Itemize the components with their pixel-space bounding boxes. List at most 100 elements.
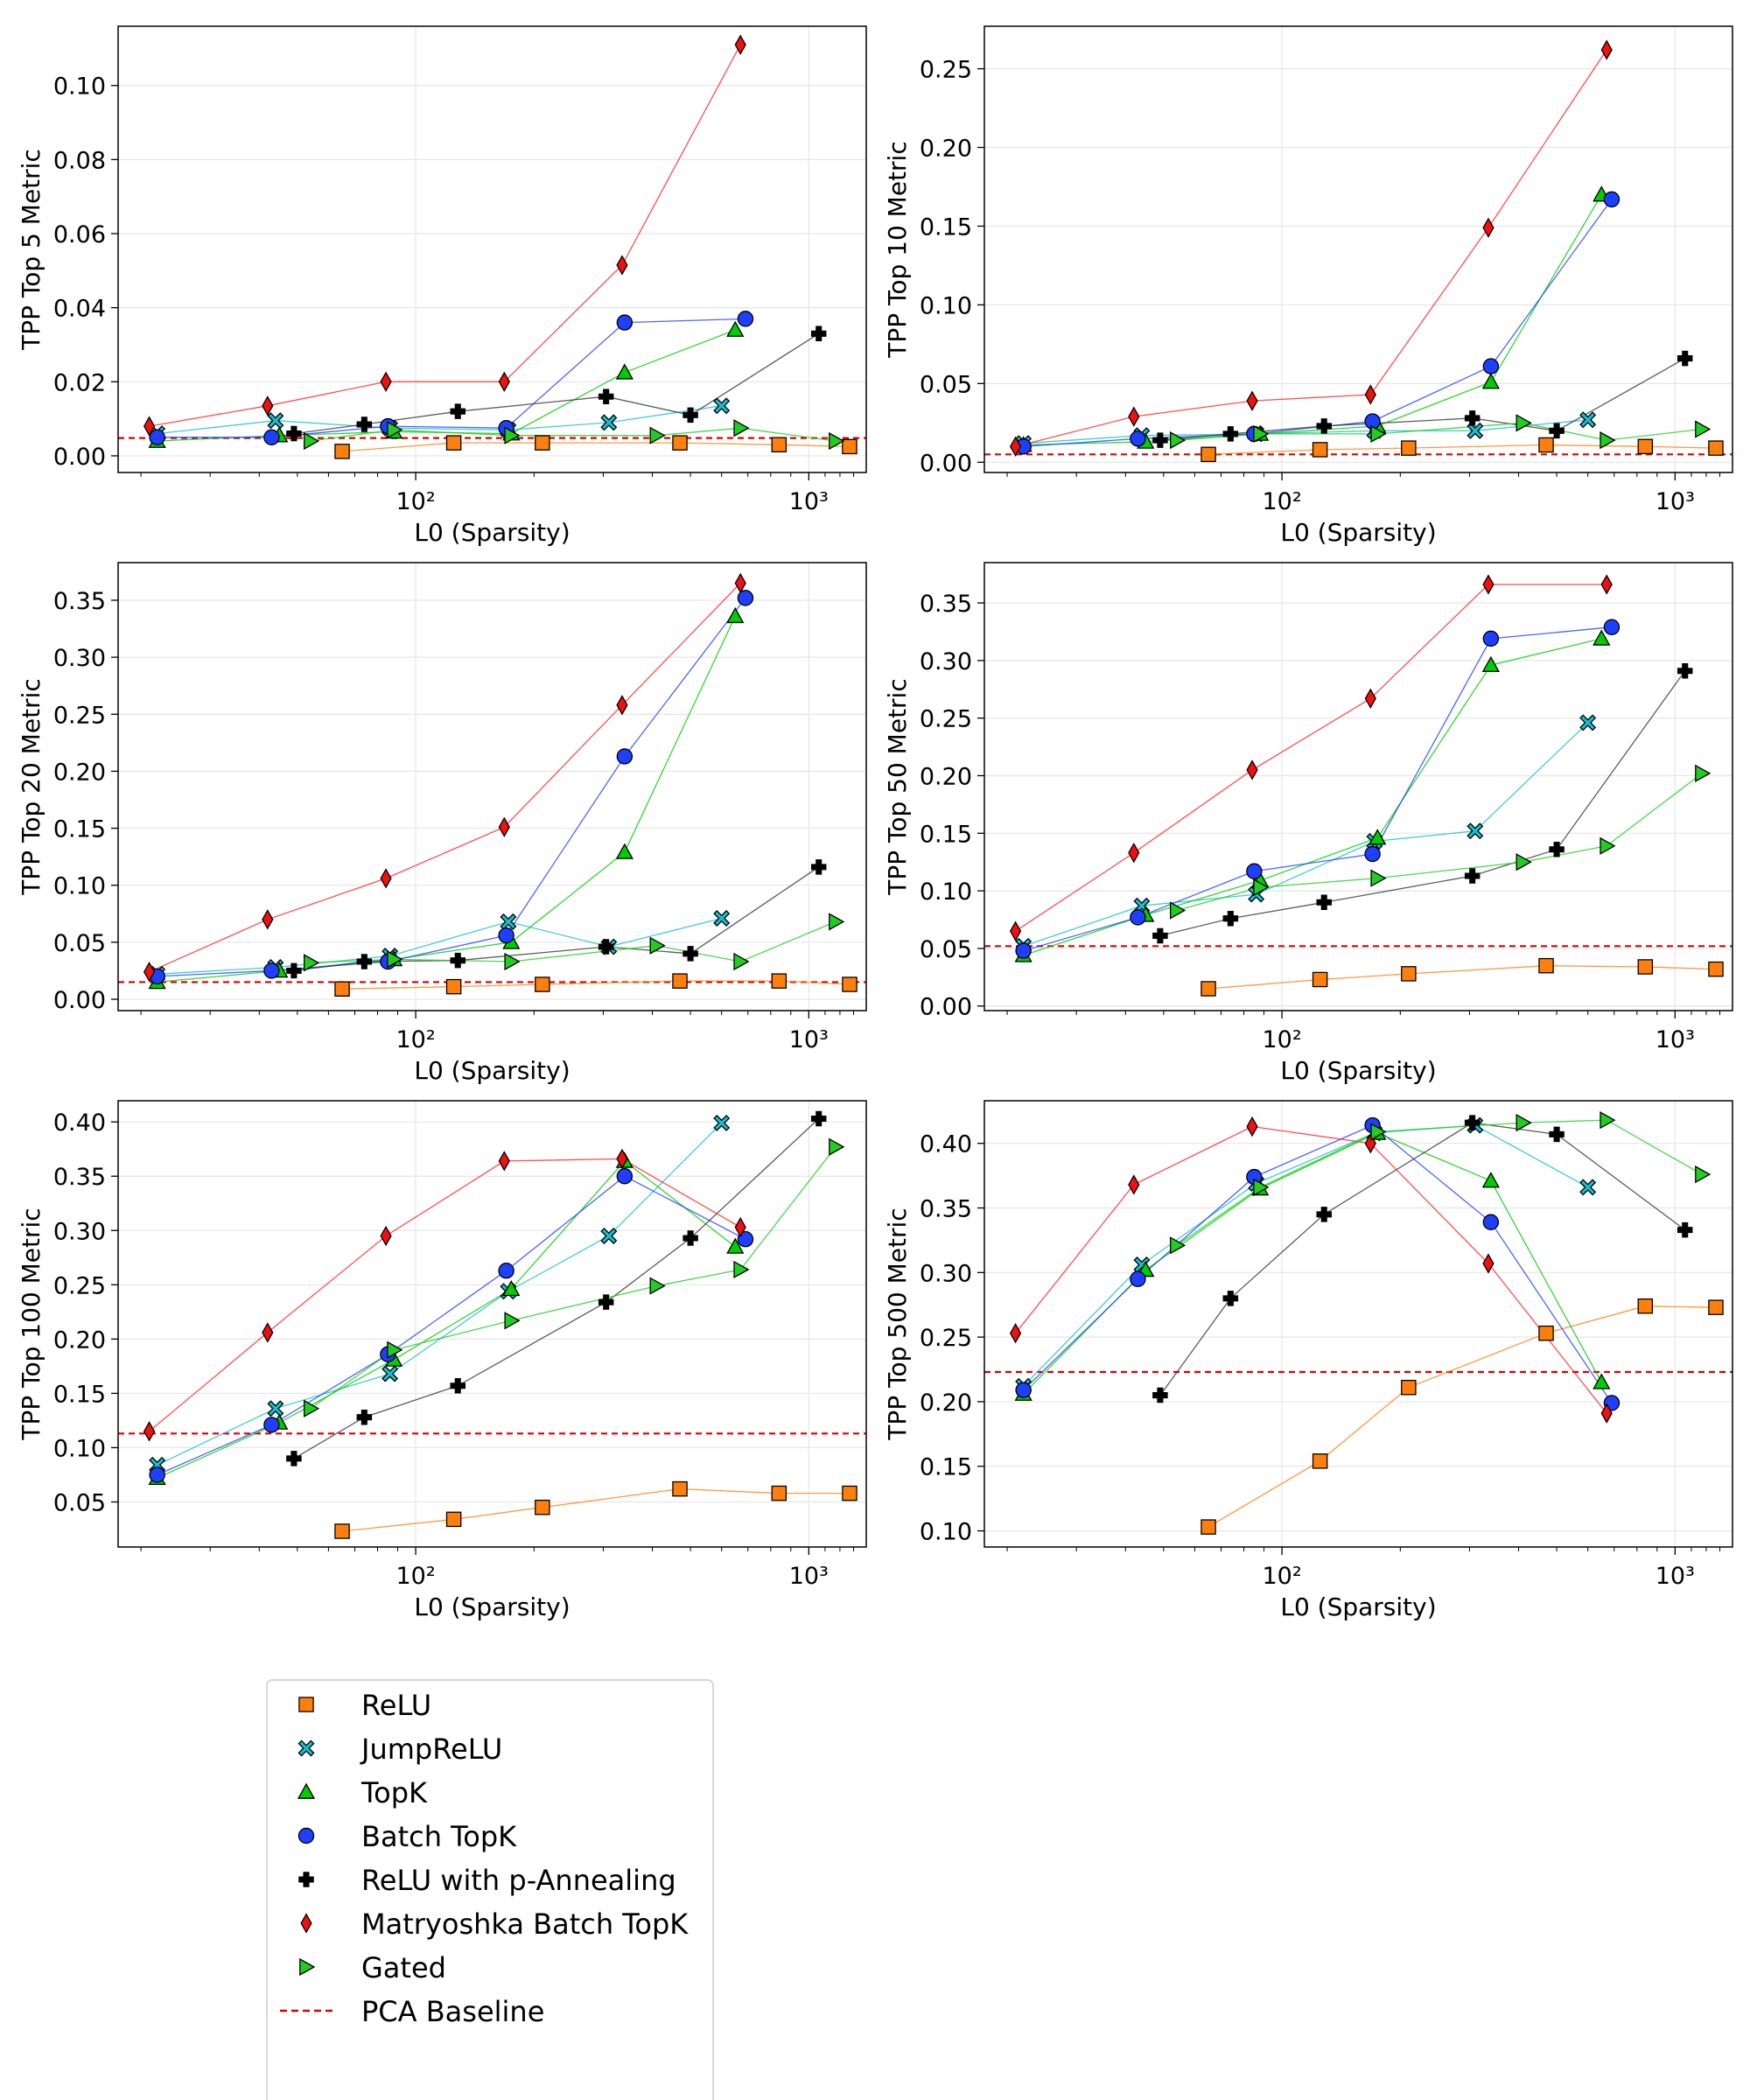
data-point-pann	[1464, 1115, 1480, 1130]
series-line-matry	[1015, 584, 1607, 932]
legend-symbol-relu	[298, 1697, 314, 1712]
y-tick-label: 0.05	[53, 930, 106, 957]
data-point-relu	[1312, 971, 1328, 988]
series-line-pann	[293, 332, 820, 435]
x-tick-label: 10³	[1656, 488, 1695, 515]
data-point-gated	[304, 431, 320, 451]
data-point-pann	[682, 407, 698, 424]
data-point-matry	[143, 1421, 156, 1442]
x-tick-label: 10²	[396, 1026, 435, 1054]
series-markers-relu	[334, 973, 858, 997]
legend-entry-gated: Gated	[299, 1951, 446, 1984]
x-axis-label: L0 (Sparsity)	[414, 1592, 570, 1621]
data-point-matry	[143, 962, 156, 983]
data-point-matry	[1128, 843, 1140, 864]
series-line-relu	[1208, 444, 1717, 455]
data-point-gated	[733, 419, 750, 438]
data-point-relu	[771, 1485, 788, 1502]
data-point-relu	[445, 435, 462, 451]
y-axis-label: TPP Top 50 Metric	[883, 678, 912, 896]
data-point-matry	[1600, 39, 1613, 60]
data-point-matry	[1482, 217, 1494, 238]
chart-panel-top100: 0.05 0.10 0.15 0.20 0.25 0.30 0.35 0.40 10² 10³ L0…	[17, 1100, 867, 1621]
data-point-btopk	[616, 748, 634, 765]
legend-entry-relu: ReLU	[298, 1689, 431, 1722]
data-point-matry	[616, 1148, 628, 1170]
series-markers-gated	[304, 913, 845, 972]
series-line-pann	[1159, 1122, 1686, 1396]
series-line-btopk	[1023, 1124, 1613, 1404]
legend-marker-topk	[297, 1782, 316, 1799]
chart-panel-top20: 0.00 0.05 0.10 0.15 0.20 0.25 0.30 0.35 10² 10³ L0…	[17, 562, 867, 1085]
y-tick-label: 0.40	[920, 1131, 972, 1158]
data-point-gated	[1253, 878, 1270, 897]
data-point-relu	[842, 1485, 858, 1502]
legend-label: Gated	[361, 1951, 446, 1984]
y-tick-label: 0.15	[920, 821, 972, 848]
data-point-relu	[842, 438, 858, 455]
series-markers-gated	[304, 1138, 845, 1418]
x-axis-label: L0 (Sparsity)	[414, 1056, 570, 1085]
y-tick-label: 0.10	[53, 74, 106, 101]
x-tick-label: 10²	[1262, 1563, 1301, 1590]
data-point-btopk	[1482, 358, 1500, 374]
x-tick-label: 10²	[1262, 488, 1301, 515]
series-line-gated	[310, 1146, 836, 1410]
data-point-gated	[1370, 424, 1387, 444]
y-tick-label: 0.06	[53, 221, 106, 248]
data-point-jump	[1579, 1179, 1597, 1196]
data-point-btopk	[263, 429, 280, 445]
data-point-gated	[1695, 764, 1712, 782]
data-point-btopk	[149, 429, 165, 445]
data-point-pann	[1676, 1222, 1693, 1238]
data-point-gated	[829, 913, 845, 931]
series-line-relu	[1208, 1306, 1717, 1528]
x-tick-label: 10²	[1262, 1026, 1301, 1054]
legend-entry-matryoshka: Matryoshka Batch TopK	[300, 1908, 689, 1941]
data-point-topk	[726, 1237, 745, 1254]
series-markers-relu	[1200, 1298, 1724, 1535]
x-tick-label: 10³	[1656, 1563, 1695, 1590]
y-tick-label: 0.05	[53, 1490, 106, 1517]
series-line-matry	[149, 44, 741, 427]
chart-panel-top5: 0.00 0.02 0.04 0.06 0.08 0.10 10² 10³ L0 (Sparsi…	[17, 25, 867, 547]
y-tick-label: 0.10	[920, 1519, 972, 1546]
data-point-relu	[535, 1499, 550, 1516]
y-tick-label: 0.10	[53, 873, 106, 900]
legend-label: Batch TopK	[361, 1820, 517, 1853]
data-point-gated	[1516, 414, 1532, 432]
series-markers-relu	[1200, 437, 1724, 463]
series-markers-relu	[1200, 957, 1724, 997]
data-point-btopk	[263, 962, 280, 979]
data-point-matry	[1600, 574, 1613, 595]
series-markers-matry	[143, 572, 746, 983]
data-point-relu	[1312, 1453, 1328, 1469]
data-point-matry	[498, 371, 510, 392]
data-point-relu	[1637, 438, 1654, 455]
data-point-matry	[143, 416, 156, 437]
y-tick-label: 0.00	[920, 450, 972, 477]
series-line-topk	[1023, 638, 1602, 956]
series-line-pann	[1159, 358, 1686, 441]
legend-symbol-topk	[297, 1782, 316, 1799]
legend-marker-jumprelu	[298, 1740, 315, 1757]
legend-label: JumpReLU	[360, 1732, 502, 1766]
data-point-gated	[1370, 869, 1387, 887]
data-point-relu	[1312, 442, 1328, 458]
data-point-matry	[1128, 1174, 1140, 1195]
axes-frame	[117, 562, 867, 1012]
data-point-relu	[1200, 446, 1216, 463]
legend-marker-matryoshka	[300, 1913, 312, 1934]
axes-frame	[117, 25, 867, 473]
series-line-btopk	[1023, 626, 1612, 952]
data-point-relu	[1401, 440, 1417, 456]
y-tick-label: 0.10	[920, 878, 972, 906]
data-point-matry	[1364, 384, 1376, 405]
data-point-matry	[616, 255, 628, 276]
data-point-pann	[1549, 841, 1564, 858]
data-point-pann	[1676, 350, 1693, 367]
x-tick-label: 10³	[789, 1026, 829, 1054]
data-point-pann	[682, 1230, 698, 1246]
y-tick-label: 0.08	[53, 147, 106, 174]
x-axis-label: L0 (Sparsity)	[1280, 1592, 1436, 1621]
